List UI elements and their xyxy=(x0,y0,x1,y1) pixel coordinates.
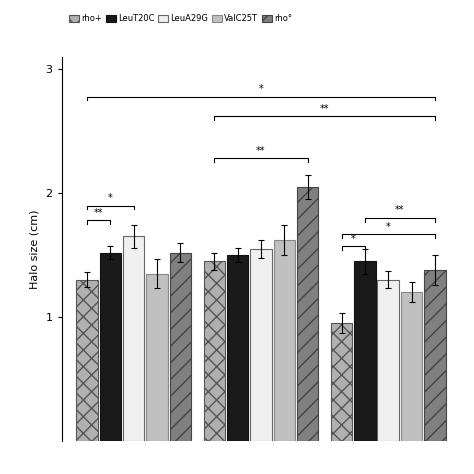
Bar xyxy=(401,292,422,441)
Text: **: ** xyxy=(320,104,329,114)
Bar xyxy=(203,261,225,441)
Text: *: * xyxy=(386,221,391,231)
Bar xyxy=(331,323,352,441)
Bar xyxy=(273,240,295,441)
Bar xyxy=(250,249,272,441)
Bar xyxy=(170,253,191,441)
Text: *: * xyxy=(351,234,356,244)
Bar xyxy=(76,280,98,441)
Y-axis label: Halo size (cm): Halo size (cm) xyxy=(30,209,40,289)
Legend: rho+, LeuT20C, LeuA29G, ValC25T, rho°: rho+, LeuT20C, LeuA29G, ValC25T, rho° xyxy=(66,11,295,27)
Bar xyxy=(123,237,145,441)
Text: *: * xyxy=(259,84,264,94)
Bar xyxy=(377,280,399,441)
Text: **: ** xyxy=(94,208,103,218)
Bar xyxy=(100,253,121,441)
Text: **: ** xyxy=(256,146,266,156)
Bar xyxy=(354,261,375,441)
Bar xyxy=(227,255,248,441)
Text: **: ** xyxy=(395,205,405,215)
Bar xyxy=(424,270,446,441)
Text: *: * xyxy=(108,193,113,203)
Bar xyxy=(146,273,168,441)
Bar xyxy=(297,187,319,441)
